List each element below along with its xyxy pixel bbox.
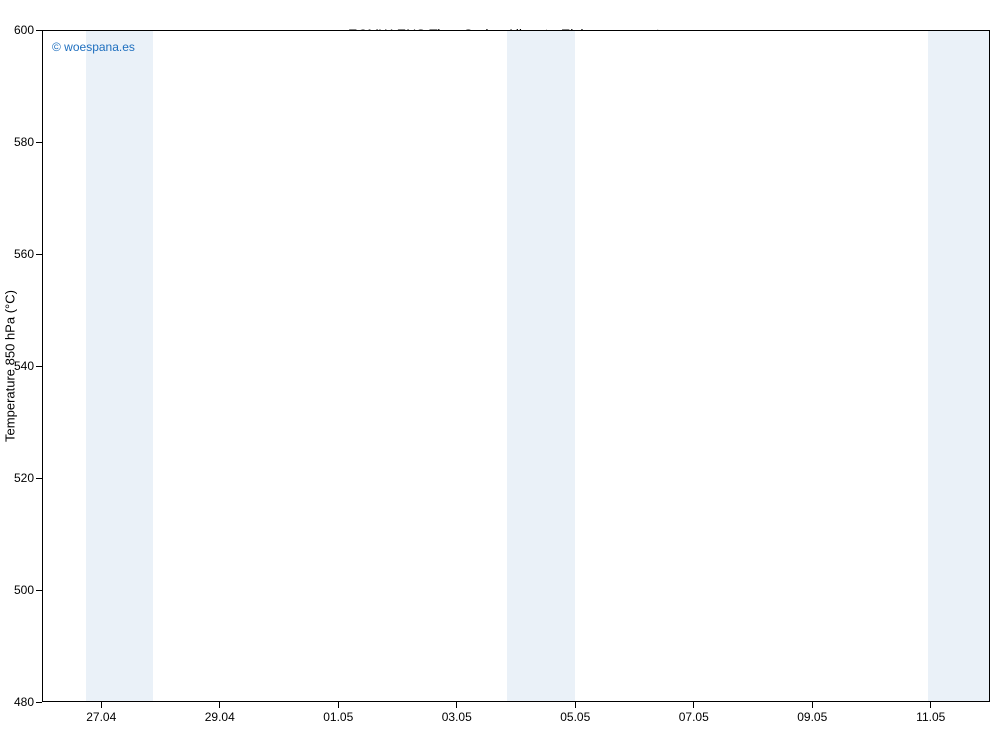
y-tick-mark [36,254,42,255]
x-tick-label: 29.04 [205,710,235,724]
x-tick-label: 05.05 [560,710,590,724]
x-tick-mark [930,702,931,708]
chart-container: ECMW-ENS Time Series Alicante-Elche aero… [0,0,1000,733]
y-tick-mark [36,590,42,591]
x-tick-label: 07.05 [679,710,709,724]
shaded-band [507,30,575,702]
x-tick-mark [456,702,457,708]
y-tick-mark [36,702,42,703]
y-tick-label: 480 [14,695,34,709]
x-tick-mark [693,702,694,708]
x-tick-label: 27.04 [86,710,116,724]
x-tick-mark [338,702,339,708]
shaded-band [928,30,990,702]
x-tick-label: 03.05 [442,710,472,724]
x-tick-mark [812,702,813,708]
y-tick-label: 520 [14,471,34,485]
x-tick-label: 01.05 [323,710,353,724]
y-tick-label: 560 [14,247,34,261]
y-tick-mark [36,366,42,367]
y-tick-label: 500 [14,583,34,597]
watermark: © woespana.es [52,40,135,54]
x-tick-mark [101,702,102,708]
y-axis-title: Temperature 850 hPa (°C) [3,290,18,442]
y-tick-mark [36,30,42,31]
y-tick-label: 600 [14,23,34,37]
x-tick-label: 09.05 [797,710,827,724]
y-tick-mark [36,142,42,143]
y-tick-mark [36,478,42,479]
x-tick-mark [575,702,576,708]
plot-area [42,30,990,702]
y-tick-label: 580 [14,135,34,149]
x-tick-label: 11.05 [916,710,945,724]
shaded-band [86,30,153,702]
x-tick-mark [219,702,220,708]
